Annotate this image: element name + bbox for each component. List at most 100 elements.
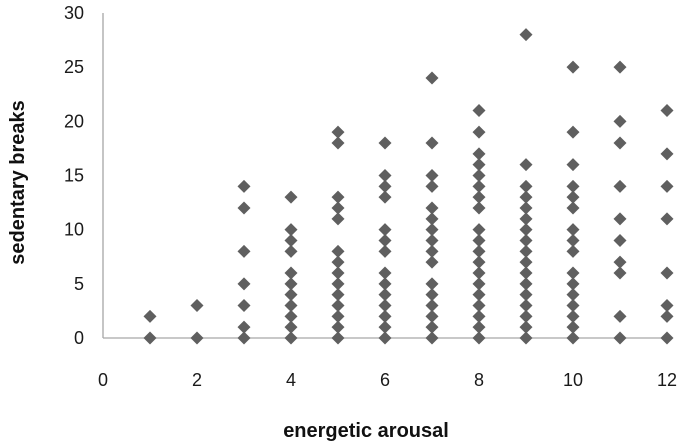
data-point	[284, 244, 298, 258]
data-point	[284, 309, 298, 323]
data-point	[519, 244, 533, 258]
data-point	[472, 331, 486, 345]
data-point	[472, 244, 486, 258]
data-point	[613, 179, 627, 193]
data-point	[237, 299, 251, 312]
data-point	[378, 179, 392, 193]
x-tick-label: 8	[474, 370, 484, 390]
data-point	[143, 309, 157, 323]
data-point	[566, 331, 580, 345]
data-point	[331, 201, 345, 215]
data-point	[519, 266, 533, 280]
data-point	[613, 60, 627, 74]
data-point	[425, 244, 439, 258]
data-point	[613, 212, 627, 226]
data-point	[331, 212, 345, 226]
data-point	[378, 223, 392, 237]
data-point	[425, 309, 439, 323]
y-tick-label: 5	[74, 274, 84, 294]
data-point	[331, 331, 345, 345]
data-point	[519, 190, 533, 204]
data-point	[425, 179, 439, 193]
data-point	[472, 277, 486, 291]
data-point	[660, 266, 674, 280]
data-point	[613, 136, 627, 150]
data-point	[472, 309, 486, 323]
data-point	[472, 190, 486, 204]
data-point	[472, 288, 486, 302]
data-point	[378, 320, 392, 334]
data-point	[472, 234, 486, 247]
data-point	[425, 255, 439, 269]
data-point	[472, 125, 486, 139]
y-axis-title: sedentary breaks	[7, 100, 29, 265]
data-point	[472, 104, 486, 117]
data-point	[519, 28, 533, 42]
y-tick-label: 20	[64, 111, 84, 131]
data-point	[472, 169, 486, 182]
data-points	[143, 28, 674, 345]
data-point	[613, 266, 627, 280]
y-tick-label: 10	[64, 220, 84, 240]
data-point	[425, 71, 439, 85]
data-point	[331, 136, 345, 150]
x-axis-title: energetic arousal	[283, 420, 449, 442]
data-point	[190, 299, 204, 312]
data-point	[284, 331, 298, 345]
data-point	[660, 331, 674, 345]
data-point	[613, 234, 627, 247]
data-point	[425, 201, 439, 215]
data-point	[378, 190, 392, 204]
data-point	[660, 179, 674, 193]
data-point	[331, 266, 345, 280]
data-point	[331, 320, 345, 334]
data-point	[519, 277, 533, 291]
data-point	[378, 136, 392, 150]
data-point	[566, 190, 580, 204]
data-point	[613, 114, 627, 128]
data-point	[519, 179, 533, 193]
data-point	[331, 309, 345, 323]
data-point	[425, 223, 439, 237]
data-point	[143, 331, 157, 345]
data-point	[237, 331, 251, 345]
data-point	[425, 288, 439, 302]
x-tick-label: 12	[657, 370, 677, 390]
data-point	[519, 309, 533, 323]
data-point	[566, 179, 580, 193]
data-point	[425, 136, 439, 150]
data-point	[378, 266, 392, 280]
data-point	[331, 277, 345, 291]
data-point	[378, 169, 392, 182]
data-point	[472, 179, 486, 193]
data-point	[425, 299, 439, 312]
data-point	[472, 223, 486, 237]
y-tick-label: 25	[64, 57, 84, 77]
data-point	[378, 309, 392, 323]
data-point	[284, 190, 298, 204]
data-point	[566, 288, 580, 302]
data-point	[378, 244, 392, 258]
data-point	[472, 255, 486, 269]
data-point	[566, 60, 580, 74]
data-point	[237, 277, 251, 291]
data-point	[660, 104, 674, 117]
data-point	[519, 320, 533, 334]
data-point	[519, 223, 533, 237]
data-point	[660, 212, 674, 226]
data-point	[566, 299, 580, 312]
data-point	[519, 299, 533, 312]
data-point	[331, 255, 345, 269]
data-point	[472, 320, 486, 334]
data-point	[519, 158, 533, 172]
data-point	[472, 266, 486, 280]
data-point	[237, 244, 251, 258]
data-point	[566, 244, 580, 258]
data-point	[472, 158, 486, 172]
x-tick-label: 10	[563, 370, 583, 390]
data-point	[566, 201, 580, 215]
data-point	[519, 288, 533, 302]
data-point	[425, 277, 439, 291]
data-point	[331, 299, 345, 312]
